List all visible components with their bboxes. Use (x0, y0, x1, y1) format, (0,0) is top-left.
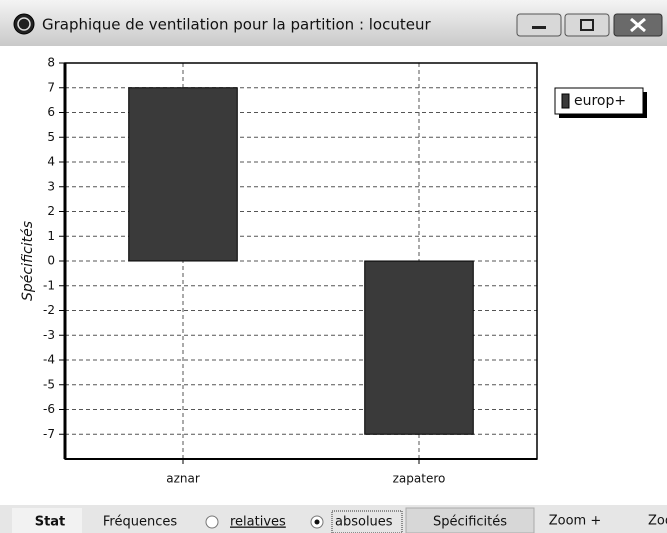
y-tick-label: 1 (47, 229, 55, 243)
x-tick-label: zapatero (393, 472, 446, 486)
stat-tab-label: Stat (35, 515, 66, 530)
zoom-in-button[interactable]: Zoom + (549, 514, 602, 529)
y-tick-label: 4 (47, 155, 55, 169)
zoom-out-button[interactable]: Zoom - (648, 514, 667, 529)
absolute-radio-dot (314, 519, 320, 525)
y-tick-label: -5 (43, 377, 55, 391)
focus-box (331, 510, 403, 533)
absolute-label[interactable]: absolues (335, 515, 393, 530)
bar (364, 260, 474, 435)
y-tick-label: -4 (43, 353, 55, 367)
close-icon (630, 17, 646, 33)
maximize-button[interactable] (564, 13, 610, 37)
y-tick-label: -3 (43, 328, 55, 342)
legend-swatch (561, 93, 570, 109)
y-tick-label: 2 (47, 204, 55, 218)
minimize-icon (532, 26, 546, 29)
minimize-button[interactable] (516, 13, 562, 37)
maximize-icon (580, 19, 594, 31)
y-tick-label: -7 (43, 427, 55, 441)
y-tick-label: 7 (47, 80, 55, 94)
y-tick-label: -6 (43, 402, 55, 416)
chart: -7 -6 -5 -4 -3 -2 -1 0 1 2 3 4 5 6 7 8 aznar zapatero Spéc… (20, 56, 647, 486)
legend-label: europ+ (574, 93, 626, 109)
relative-label[interactable]: relatives (230, 515, 286, 530)
specificities-label: Spécificités (433, 515, 507, 530)
x-tick-label: aznar (166, 472, 200, 486)
y-tick-label: 3 (47, 179, 55, 193)
y-tick-label: -2 (43, 303, 55, 317)
relative-radio[interactable] (205, 515, 219, 529)
y-tick-label: -1 (43, 278, 55, 292)
y-tick-label: 6 (47, 105, 55, 119)
stat-tab[interactable] (12, 508, 82, 533)
window-title: Graphique de ventilation pour la partiti… (42, 16, 431, 34)
app-icon-ring (17, 17, 31, 31)
y-tick-label: 5 (47, 130, 55, 144)
y-tick-label: 0 (47, 254, 55, 268)
frequencies-label: Fréquences (103, 515, 177, 530)
y-axis-label: Spécificités (20, 221, 36, 301)
app-icon (13, 13, 35, 35)
legend (554, 87, 644, 115)
y-tick-label: 8 (47, 56, 55, 70)
specificities-button[interactable] (405, 507, 535, 533)
bar (128, 87, 238, 262)
toolbar (0, 505, 667, 533)
